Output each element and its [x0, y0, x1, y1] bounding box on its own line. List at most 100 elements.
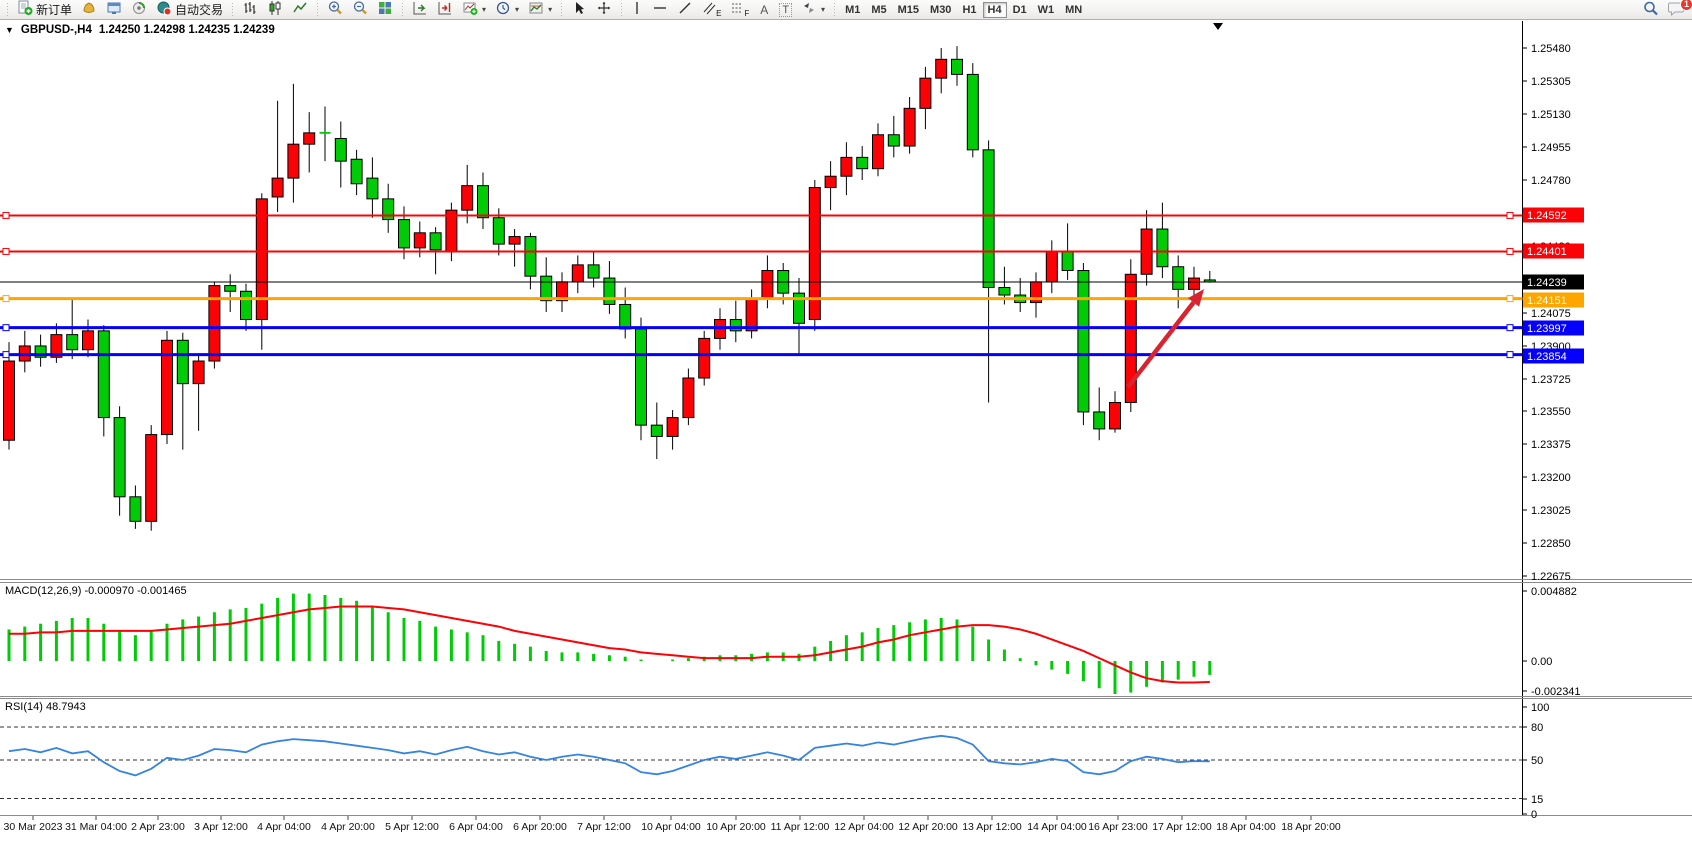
chart-ohlc-values: 1.24250 1.24298 1.24235 1.24239 — [98, 24, 275, 36]
chart-shift-icon — [437, 0, 453, 19]
tf-m1-button[interactable]: M1 — [845, 3, 861, 16]
svg-text:7 Apr 12:00: 7 Apr 12:00 — [577, 821, 631, 833]
indicators-button[interactable]: ▾ — [458, 1, 490, 19]
clock-icon — [495, 0, 511, 19]
zoom-out-icon — [352, 0, 368, 19]
new-order-button[interactable]: 新订单 — [13, 0, 76, 19]
line-chart-button[interactable] — [288, 1, 312, 19]
chart-window: 1.25480 1.25305 1.25130 1.24955 1.24780 1.244… — [0, 20, 1692, 845]
channel-button[interactable]: E — [698, 1, 725, 19]
svg-text:-0.002341: -0.002341 — [1531, 686, 1581, 698]
chart-shift-button[interactable] — [433, 1, 457, 19]
tile-windows-icon — [377, 0, 393, 19]
tf-d1-button[interactable]: D1 — [1012, 3, 1027, 16]
toolbar: 新订单 自动交易 ▾ ▾ — [0, 0, 1692, 20]
cursor-icon — [571, 0, 587, 19]
navigator-icon — [131, 0, 147, 19]
svg-text:1.24075: 1.24075 — [1531, 308, 1571, 320]
auto-scroll-button[interactable] — [408, 1, 432, 19]
templates-button[interactable]: ▾ — [524, 1, 556, 19]
svg-text:80: 80 — [1531, 722, 1543, 734]
trendline-icon — [677, 0, 693, 19]
svg-text:1.23997: 1.23997 — [1527, 323, 1567, 335]
trendline-button[interactable] — [673, 1, 697, 19]
bar-chart-button[interactable] — [238, 1, 262, 19]
tf-w1-button[interactable]: W1 — [1037, 3, 1055, 16]
svg-text:12 Apr 04:00: 12 Apr 04:00 — [834, 821, 894, 833]
svg-text:6 Apr 04:00: 6 Apr 04:00 — [449, 821, 503, 833]
svg-text:11 Apr 12:00: 11 Apr 12:00 — [771, 821, 830, 833]
vline-button[interactable] — [627, 1, 647, 19]
arrows-icon — [801, 0, 817, 19]
tile-windows-button[interactable] — [373, 1, 397, 19]
terminal-icon — [106, 0, 122, 19]
svg-text:1.24780: 1.24780 — [1531, 175, 1571, 187]
svg-text:1.24151: 1.24151 — [1527, 295, 1567, 307]
arrows-button[interactable]: ▾ — [797, 1, 829, 19]
tf-h4-button[interactable]: H4 — [982, 1, 1007, 18]
hline-button[interactable] — [648, 1, 672, 19]
caret-down-icon: ▾ — [821, 5, 826, 14]
search-button[interactable] — [1638, 1, 1663, 19]
channel-icon — [702, 0, 716, 19]
svg-text:3 Apr 12:00: 3 Apr 12:00 — [194, 821, 248, 833]
candle-chart-button[interactable] — [263, 1, 287, 19]
svg-text:1.23854: 1.23854 — [1527, 351, 1567, 363]
svg-text:50: 50 — [1531, 755, 1543, 767]
channel-letter: E — [716, 8, 722, 18]
svg-text:14 Apr 04:00: 14 Apr 04:00 — [1027, 821, 1087, 833]
svg-text:10 Apr 20:00: 10 Apr 20:00 — [706, 821, 766, 833]
svg-text:1.23550: 1.23550 — [1531, 406, 1571, 418]
chart-canvas[interactable]: 1.25480 1.25305 1.25130 1.24955 1.24780 1.244… — [0, 20, 1692, 845]
svg-text:16 Apr 23:00: 16 Apr 23:00 — [1088, 821, 1148, 833]
terminal-button[interactable] — [102, 1, 126, 19]
fibo-letter: F — [744, 8, 750, 18]
rsi-indicator-label: RSI(14) 48.7943 — [5, 701, 86, 713]
svg-text:4 Apr 04:00: 4 Apr 04:00 — [257, 821, 311, 833]
tf-m30-button[interactable]: M30 — [930, 3, 952, 16]
label-button[interactable]: T — [775, 1, 796, 19]
svg-text:30 Mar 2023: 30 Mar 2023 — [4, 821, 63, 833]
chart-symbol-period: GBPUSD-,H4 — [20, 24, 92, 36]
macd-indicator-label: MACD(12,26,9) -0.000970 -0.001465 — [5, 585, 187, 597]
crosshair-button[interactable] — [592, 1, 616, 19]
text-tool-icon: A — [760, 2, 769, 17]
toolbar-grip — [230, 2, 236, 17]
auto-scroll-icon — [412, 0, 428, 19]
zoom-in-button[interactable] — [323, 1, 347, 19]
svg-text:0.004882: 0.004882 — [1531, 586, 1577, 598]
svg-text:1.24592: 1.24592 — [1527, 210, 1567, 222]
periods-button[interactable]: ▾ — [491, 1, 523, 19]
svg-text:1.24955: 1.24955 — [1531, 142, 1571, 154]
chart-title-bar: ▼ GBPUSD-,H4 1.24250 1.24298 1.24235 1.2… — [5, 24, 275, 36]
tf-h1-button[interactable]: H1 — [962, 3, 977, 16]
tf-mn-button[interactable]: MN — [1065, 3, 1083, 16]
notifications-button[interactable]: 1 — [1663, 0, 1692, 19]
notification-badge: 1 — [1680, 0, 1692, 11]
indicators-icon — [462, 0, 478, 19]
svg-text:1.25130: 1.25130 — [1531, 109, 1571, 121]
tf-m5-button[interactable]: M5 — [871, 3, 887, 16]
svg-text:1.24401: 1.24401 — [1527, 246, 1567, 258]
fibonacci-button[interactable]: F — [726, 1, 753, 19]
toolbar-grip — [315, 2, 321, 17]
cursor-button[interactable] — [567, 1, 591, 19]
caret-down-icon: ▾ — [548, 5, 553, 14]
svg-text:1.22675: 1.22675 — [1531, 571, 1571, 583]
styler-button[interactable] — [77, 1, 101, 19]
fibonacci-icon — [730, 0, 744, 19]
svg-text:1.23725: 1.23725 — [1531, 374, 1571, 386]
svg-text:1.23200: 1.23200 — [1531, 472, 1571, 484]
tf-m15-button[interactable]: M15 — [897, 3, 920, 16]
caret-down-icon: ▾ — [515, 5, 520, 14]
svg-text:15: 15 — [1531, 794, 1543, 806]
text-button[interactable]: A — [754, 1, 774, 19]
navigator-button[interactable] — [127, 1, 151, 19]
svg-text:1.22850: 1.22850 — [1531, 538, 1571, 550]
svg-text:18 Apr 04:00: 18 Apr 04:00 — [1216, 821, 1276, 833]
svg-text:10 Apr 04:00: 10 Apr 04:00 — [641, 821, 701, 833]
symbol-collapse-icon[interactable]: ▼ — [5, 25, 14, 35]
hline-icon — [652, 0, 668, 19]
zoom-out-button[interactable] — [348, 1, 372, 19]
auto-trading-button[interactable]: 自动交易 — [152, 1, 227, 19]
